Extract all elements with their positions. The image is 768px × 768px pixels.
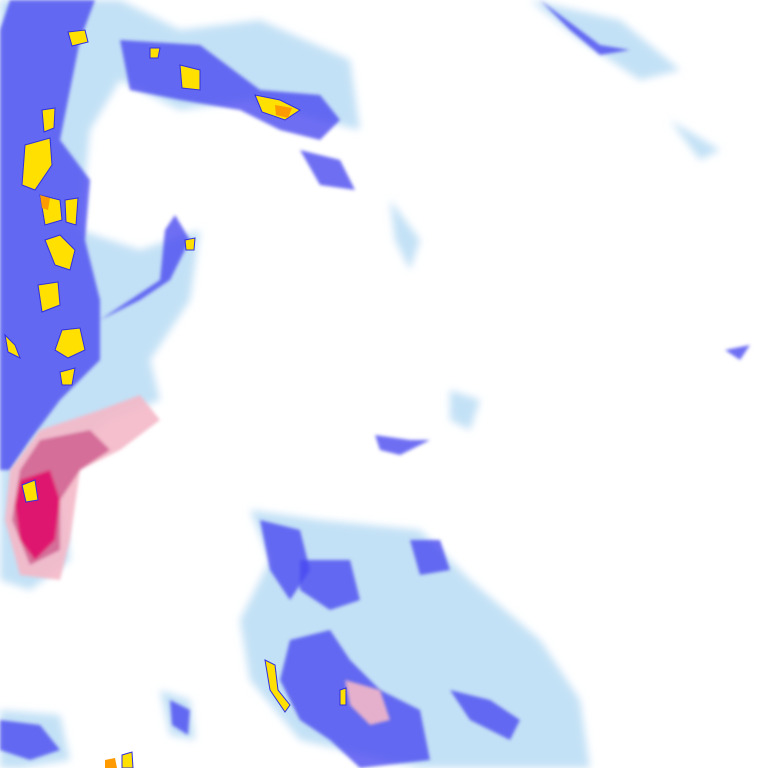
very-light-precip-areas (0, 0, 720, 768)
intense-precip-cells (4, 29, 347, 768)
